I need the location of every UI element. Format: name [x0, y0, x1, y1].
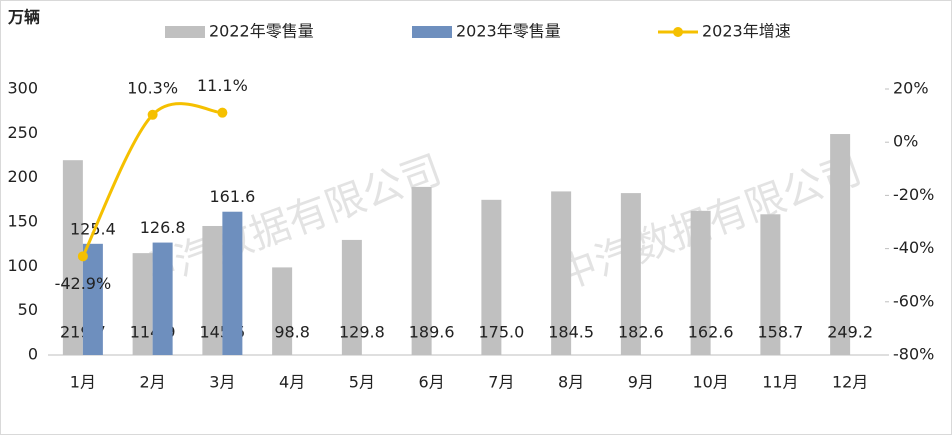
- bar: [760, 214, 781, 355]
- data-label: 125.4: [70, 219, 116, 238]
- bar: [481, 199, 502, 355]
- legend-label: 2023年零售量: [456, 22, 561, 41]
- x-tick-label: 12月: [832, 373, 868, 392]
- x-tick-label: 9月: [628, 373, 654, 392]
- y-axis-label: 万辆: [7, 8, 40, 27]
- x-tick-label: 5月: [349, 373, 375, 392]
- bar: [620, 193, 641, 355]
- y2-tick-label: 20%: [893, 79, 929, 98]
- x-tick-label: 7月: [488, 373, 514, 392]
- y2-tick-label: -40%: [893, 238, 934, 257]
- data-label: 129.8: [339, 323, 385, 342]
- y2-tick-label: -20%: [893, 185, 934, 204]
- y-tick-label: 50: [18, 300, 38, 319]
- x-tick-label: 8月: [558, 373, 584, 392]
- bar: [82, 243, 103, 355]
- bar: [202, 225, 223, 355]
- data-label: 182.6: [618, 323, 664, 342]
- bar: [152, 242, 173, 355]
- bar: [62, 160, 83, 355]
- data-label: 175.0: [478, 323, 524, 342]
- y2-tick-label: -80%: [893, 345, 934, 364]
- y-tick-label: 150: [7, 212, 38, 231]
- data-label: 10.3%: [127, 78, 178, 97]
- legend-label: 2023年增速: [702, 22, 791, 41]
- y-tick-label: 100: [7, 256, 38, 275]
- x-tick-label: 2月: [140, 373, 166, 392]
- x-tick-label: 4月: [279, 373, 305, 392]
- bar: [222, 211, 243, 355]
- x-tick-label: 6月: [419, 373, 445, 392]
- bar: [830, 134, 851, 355]
- legend-label: 2022年零售量: [209, 22, 314, 41]
- data-label: 184.5: [548, 323, 594, 342]
- bar: [272, 267, 293, 355]
- bar: [551, 191, 572, 355]
- data-label: 158.7: [757, 323, 803, 342]
- line-point: [217, 107, 228, 118]
- bar: [690, 210, 711, 355]
- bar: [411, 186, 432, 355]
- line-point: [77, 251, 88, 262]
- legend-swatch: [165, 26, 205, 38]
- legend-swatch: [412, 26, 452, 38]
- y-tick-label: 200: [7, 167, 38, 186]
- data-label: 162.6: [688, 323, 734, 342]
- y2-tick-label: 0%: [893, 132, 918, 151]
- y-tick-label: 300: [7, 79, 38, 98]
- data-label: 249.2: [827, 323, 873, 342]
- data-label: 126.8: [140, 218, 186, 237]
- x-tick-label: 11月: [762, 373, 798, 392]
- data-label: 189.6: [409, 323, 455, 342]
- y-tick-label: 0: [28, 345, 38, 364]
- legend-swatch: [673, 27, 683, 37]
- line-point: [147, 109, 158, 120]
- y2-tick-label: -60%: [893, 291, 934, 310]
- data-label: 98.8: [274, 323, 310, 342]
- data-label: 11.1%: [197, 76, 248, 95]
- x-tick-label: 3月: [209, 373, 235, 392]
- y-tick-label: 250: [7, 123, 38, 142]
- bar: [132, 253, 153, 355]
- data-label: -42.9%: [55, 274, 112, 293]
- x-tick-label: 1月: [70, 373, 96, 392]
- bar: [341, 239, 362, 355]
- data-label: 161.6: [209, 187, 255, 206]
- x-tick-label: 10月: [692, 373, 728, 392]
